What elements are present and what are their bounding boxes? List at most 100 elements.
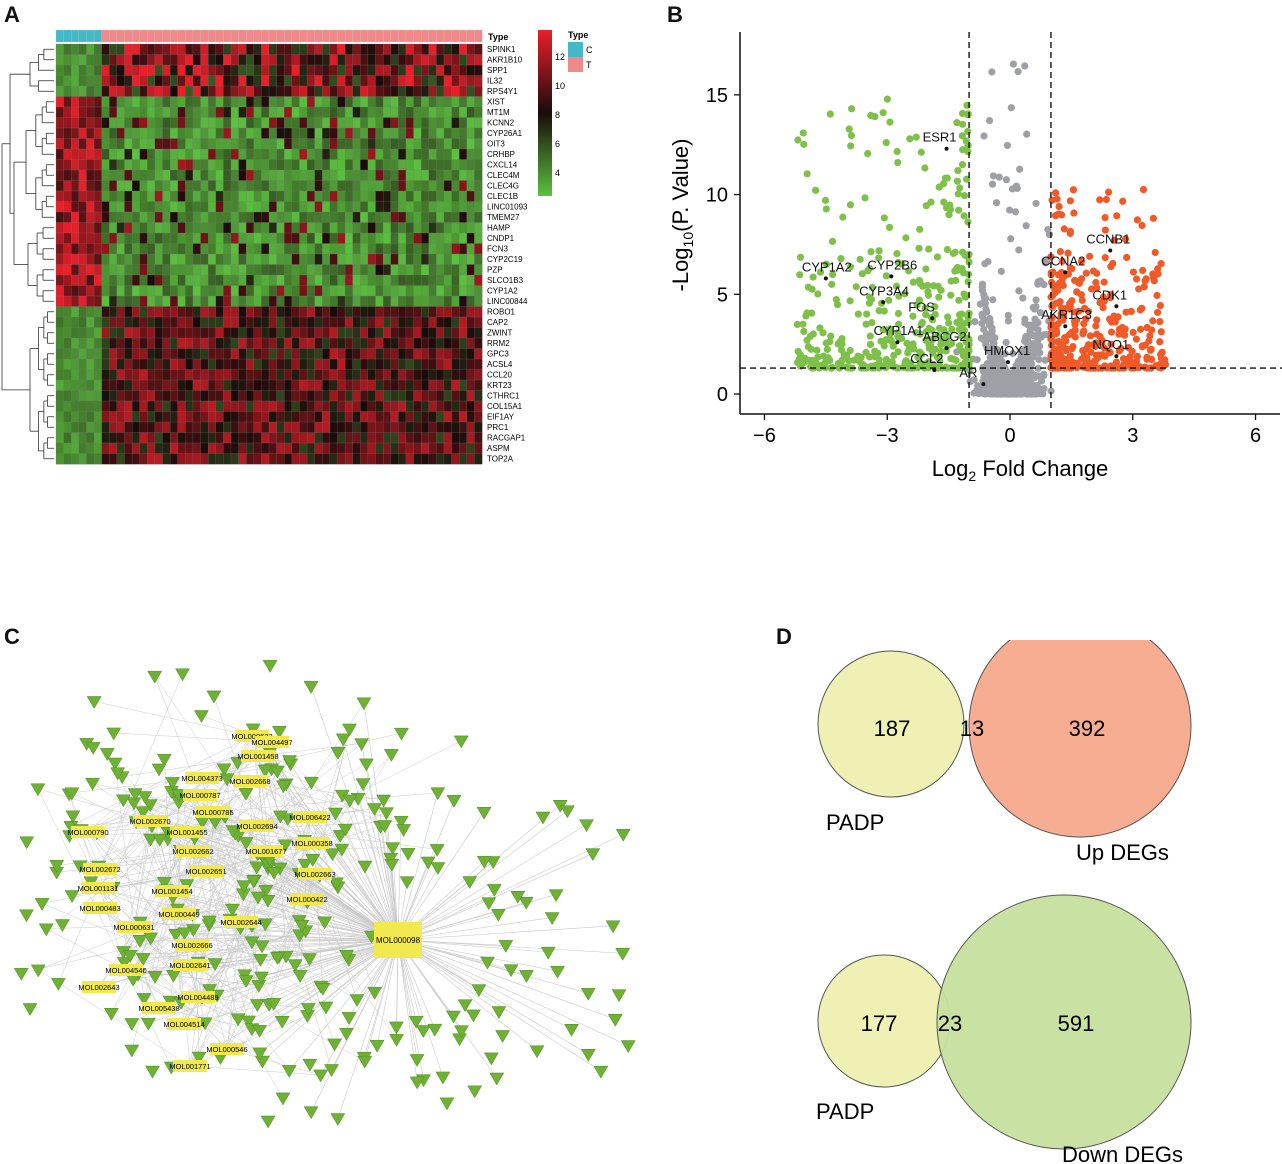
volcano-point-up — [1149, 270, 1157, 278]
heatmap-cell — [78, 243, 87, 255]
heatmap-cell — [101, 85, 110, 97]
heatmap-cell — [337, 306, 346, 318]
volcano-point-ns — [1041, 356, 1049, 364]
heatmap-cell — [344, 327, 354, 339]
heatmap-cell — [398, 64, 407, 76]
heatmap-cell — [306, 232, 316, 244]
gene-annotation-label: HMOX1 — [984, 343, 1030, 358]
heatmap-cell — [474, 400, 483, 412]
heatmap-cell — [322, 127, 331, 139]
heatmap-cell — [284, 243, 293, 255]
network-edge — [397, 939, 602, 1072]
heatmap-cell — [459, 316, 468, 328]
heatmap-cell — [459, 190, 468, 202]
volcano-point-up — [1093, 330, 1101, 338]
heatmap-cell — [337, 432, 346, 444]
heatmap-cell — [459, 337, 468, 349]
gene-annotation-label: NQO1 — [1092, 337, 1129, 352]
heatmap-cell — [147, 390, 156, 402]
heatmap-cell — [405, 285, 414, 297]
volcano-point-down — [809, 361, 817, 369]
heatmap-cell — [154, 253, 163, 265]
heatmap-cell — [367, 442, 376, 454]
x-tick-label: −3 — [876, 425, 899, 447]
volcano-point-down — [880, 307, 888, 315]
heatmap-cell — [169, 232, 179, 244]
target-node — [355, 778, 371, 792]
heatmap-cell — [261, 295, 270, 307]
gene-label: CLEC4M — [487, 171, 520, 180]
volcano-point-down — [945, 319, 953, 327]
heatmap-cell — [413, 54, 422, 66]
heatmap-cell — [459, 201, 468, 213]
volcano-point-up — [1047, 335, 1055, 343]
heatmap-cell — [344, 148, 354, 160]
heatmap-cell — [253, 337, 262, 349]
volcano-point-down — [915, 244, 923, 252]
heatmap-cell — [147, 75, 156, 87]
network-edge — [154, 976, 228, 1050]
volcano-point-ns — [986, 321, 994, 329]
heatmap-cell — [367, 201, 376, 213]
target-node — [476, 806, 492, 820]
heatmap-cell — [131, 285, 141, 297]
heatmap-cell — [352, 96, 361, 108]
heatmap-cell — [367, 264, 376, 276]
heatmap-cell — [443, 442, 452, 454]
heatmap-cell — [223, 127, 232, 139]
volcano-point-down — [800, 140, 808, 148]
heatmap-cell — [223, 180, 232, 192]
volcano-point-up — [1101, 213, 1109, 222]
heatmap-cell — [352, 295, 361, 307]
network-edge — [249, 780, 409, 854]
heatmap-cell — [466, 400, 475, 412]
volcano-point-down — [898, 260, 906, 268]
heatmap-cell — [147, 159, 156, 171]
heatmap-cell — [185, 232, 194, 244]
heatmap-cell — [71, 54, 80, 66]
heatmap-cell — [405, 127, 414, 139]
heatmap-cell — [200, 285, 209, 297]
volcano-point-down — [893, 250, 901, 258]
volcano-point-down — [816, 268, 825, 276]
heatmap-cell — [253, 274, 262, 286]
volcano-point-up — [1107, 328, 1116, 336]
heatmap-cell — [177, 400, 186, 412]
heatmap-cell — [474, 285, 483, 297]
volcano-point-down — [894, 158, 902, 167]
heatmap-cell — [147, 190, 156, 202]
heatmap-cell — [169, 337, 179, 349]
heatmap-cell — [109, 201, 118, 213]
heatmap-cell — [93, 295, 103, 307]
network-edge — [310, 686, 399, 941]
heatmap-cell — [223, 421, 232, 433]
heatmap-cell — [459, 453, 468, 465]
volcano-point-down — [894, 309, 903, 318]
target-node — [297, 858, 313, 872]
heatmap-cell — [101, 96, 110, 108]
heatmap-cell — [436, 379, 445, 391]
heatmap-cell — [63, 138, 72, 150]
heatmap-cell — [466, 432, 475, 444]
heatmap-cell — [139, 390, 148, 402]
heatmap-cell — [86, 306, 95, 318]
heatmap-cell — [367, 222, 376, 234]
heatmap-cell — [55, 243, 65, 255]
heatmap-cell — [474, 253, 483, 265]
heatmap-cell — [147, 274, 156, 286]
heatmap-cell — [124, 169, 133, 181]
heatmap-cell — [230, 379, 239, 391]
volcano-point-down — [964, 110, 972, 118]
heatmap-cell — [268, 190, 278, 202]
volcano-point-down — [863, 310, 871, 318]
volcano-point-down — [889, 342, 897, 350]
network-edge — [191, 859, 313, 946]
heatmap-cell — [268, 264, 278, 276]
heatmap-cell — [147, 264, 156, 276]
heatmap-cell — [93, 211, 103, 223]
heatmap-cell — [101, 390, 110, 402]
heatmap-cell — [63, 274, 72, 286]
volcano-point-down — [921, 304, 929, 312]
volcano-points — [793, 60, 1170, 398]
heatmap-cell — [360, 127, 369, 139]
